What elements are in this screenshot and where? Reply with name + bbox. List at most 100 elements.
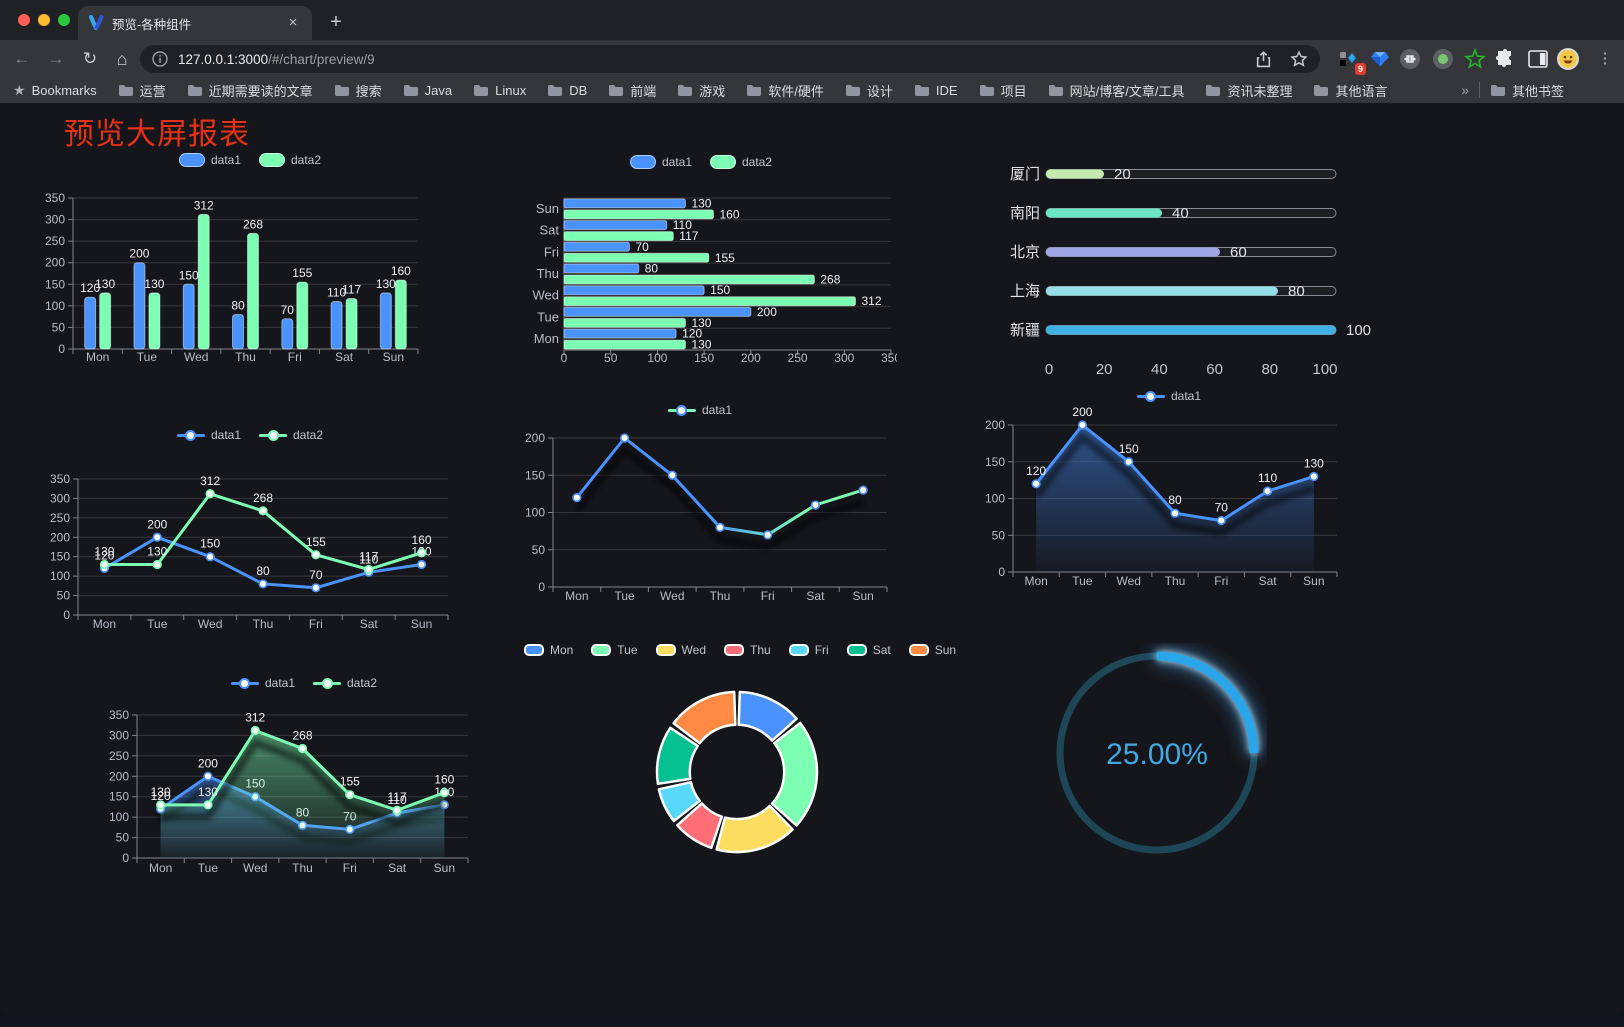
legend-item[interactable]: data2 — [710, 155, 772, 169]
svg-text:Sat: Sat — [360, 617, 379, 631]
bookmark-star-icon[interactable] — [1290, 50, 1308, 68]
extension-recorder-icon[interactable] — [1431, 47, 1455, 71]
legend-item[interactable]: data2 — [313, 676, 377, 690]
bookmark-folder[interactable]: 其他语言 — [1313, 81, 1387, 100]
gradient-line-chart[interactable]: data1 0 50 100 150 200 Mon Tue Wed Thu Fri Sat Sun — [505, 400, 895, 610]
svg-text:120: 120 — [682, 327, 702, 341]
bookmark-folder[interactable]: 设计 — [845, 81, 893, 100]
svg-text:Sun: Sun — [383, 350, 404, 364]
progress-canvas[interactable]: 厦门 20 南阳 40 北京 60 上海 80 新疆 100 0 20 40 60 80 100 — [1000, 150, 1380, 390]
bookmark-folder[interactable]: 搜索 — [334, 81, 382, 100]
extension-tampermonkey-icon[interactable]: 9 — [1336, 47, 1366, 75]
legend-item[interactable]: Mon — [523, 643, 573, 657]
bookmark-folder[interactable]: IDE — [914, 83, 958, 98]
legend-swatch — [629, 155, 656, 169]
new-tab-button[interactable]: + — [330, 11, 342, 33]
svg-text:150: 150 — [50, 550, 70, 564]
legend-item[interactable]: data1 — [1136, 389, 1201, 403]
site-info-icon[interactable] — [152, 51, 168, 67]
area-dual-canvas[interactable]: 0 50 100 150 200 250 300 350 Mon Tue Wed Thu Fri Sat S… — [100, 693, 508, 885]
legend-item[interactable]: data1 — [176, 428, 241, 442]
grouped-bar-chart[interactable]: data1 data2 0 50 100 150 200 250 300 350 Mon Tue Wed… — [40, 150, 460, 365]
legend-item[interactable]: data1 — [629, 155, 692, 169]
bookmark-folder[interactable]: Java — [403, 83, 452, 98]
legend-label: Sun — [934, 643, 957, 657]
svg-text:Mon: Mon — [86, 350, 109, 364]
svg-text:110: 110 — [1258, 471, 1277, 485]
bookmarks-overflow-icon[interactable]: » — [1461, 82, 1469, 98]
svg-text:Wed: Wed — [533, 288, 560, 303]
svg-text:Sun: Sun — [411, 617, 432, 631]
dual-line-chart[interactable]: data1 data2 0 50 100 150 200 250 300 350 Mon Tue Wed… — [40, 425, 460, 640]
bookmark-folder[interactable]: 软件/硬件 — [746, 81, 824, 100]
legend-item[interactable]: data1 — [178, 153, 241, 167]
svg-text:Tue: Tue — [537, 309, 559, 324]
forward-icon[interactable]: → — [47, 49, 65, 68]
bookmark-folder[interactable]: 运营 — [118, 81, 166, 100]
svg-text:Tue: Tue — [614, 589, 635, 603]
bookmark-folder[interactable]: Linux — [473, 83, 526, 98]
legend-item[interactable]: Tue — [591, 643, 638, 657]
gauge-chart[interactable]: 25.00% — [1047, 643, 1267, 863]
horizontal-bar-chart[interactable]: data1 data2 0 50 100 150 200 250 300 350 Sun 130 160… — [505, 152, 897, 368]
reload-icon[interactable]: ↻ — [82, 49, 98, 68]
donut-chart[interactable]: Mon Tue Wed Thu Fri Sat Sun — [523, 640, 956, 890]
svg-text:Tue: Tue — [137, 350, 158, 364]
minimize-window-button[interactable] — [38, 14, 50, 26]
extension-green-star-icon[interactable] — [1463, 47, 1487, 71]
browser-tab[interactable]: 预览-各种组件 × — [78, 6, 312, 40]
gauge-canvas[interactable]: 25.00% — [1047, 643, 1267, 863]
close-window-button[interactable] — [18, 14, 30, 26]
folder-icon — [474, 84, 489, 96]
legend-item[interactable]: Thu — [724, 643, 771, 657]
bookmark-folder[interactable]: 网站/博客/文章/工具 — [1048, 81, 1184, 100]
profile-avatar[interactable] — [1556, 47, 1580, 71]
svg-text:350: 350 — [45, 191, 65, 205]
legend-item[interactable]: data2 — [259, 153, 321, 167]
side-panel-icon[interactable] — [1526, 47, 1550, 71]
donut-canvas[interactable] — [540, 660, 940, 888]
bookmark-folder[interactable]: 项目 — [979, 81, 1027, 100]
line-gradient-canvas[interactable]: 0 50 100 150 200 Mon Tue Wed Thu Fri Sat Sun — [505, 420, 895, 610]
legend-item[interactable]: Fri — [788, 643, 829, 657]
bookmark-folder[interactable]: 资讯未整理 — [1205, 81, 1292, 100]
browser-menu-icon[interactable]: ⋮ — [1597, 50, 1613, 67]
svg-text:100: 100 — [647, 351, 667, 365]
legend-item[interactable]: data2 — [259, 428, 323, 442]
share-icon[interactable] — [1255, 50, 1272, 68]
legend-item[interactable]: data1 — [667, 403, 732, 417]
extension-command-icon[interactable] — [1398, 47, 1422, 71]
bookmark-folder[interactable]: 游戏 — [677, 81, 725, 100]
tab-close-icon[interactable]: × — [288, 14, 298, 31]
other-bookmarks[interactable]: 其他书签 — [1490, 81, 1564, 100]
progress-bar-chart[interactable]: 厦门 20 南阳 40 北京 60 上海 80 新疆 100 0 20 40 60 80 100 — [1000, 150, 1380, 390]
svg-text:Thu: Thu — [253, 617, 274, 631]
svg-text:Thu: Thu — [235, 350, 256, 364]
bookmark-folder[interactable]: DB — [547, 83, 587, 98]
address-bar[interactable]: 127.0.0.1:3000/#/chart/preview/9 — [140, 45, 1320, 73]
single-area-line-chart[interactable]: data1 0 50 100 150 200 Mon Tue Wed Thu Fri Sat Sun 12… — [985, 386, 1353, 598]
line-area-canvas[interactable]: 0 50 100 150 200 Mon Tue Wed Thu Fri Sat Sun 120 200 1… — [985, 406, 1353, 598]
url-text[interactable]: 127.0.0.1:3000/#/chart/preview/9 — [178, 52, 1237, 67]
bar-grouped-canvas[interactable]: 0 50 100 150 200 250 300 350 Mon Tue Wed Thu Fri Sat S… — [40, 170, 460, 365]
bookmarks-manager[interactable]: ★ Bookmarks — [13, 82, 97, 99]
legend-item[interactable]: Wed — [655, 643, 706, 657]
extensions-puzzle-icon[interactable] — [1493, 47, 1517, 71]
line-dual-canvas[interactable]: 0 50 100 150 200 250 300 350 Mon Tue Wed Thu Fri Sat S… — [40, 445, 460, 638]
svg-text:南阳: 南阳 — [1010, 205, 1040, 222]
dual-area-chart[interactable]: data1 data2 0 50 100 150 200 250 300 350 Mon Tue Wed… — [100, 673, 508, 887]
extension-gem-icon[interactable] — [1368, 47, 1392, 71]
bookmark-folder[interactable]: 近期需要读的文章 — [187, 81, 313, 100]
svg-text:155: 155 — [306, 535, 326, 549]
legend-item[interactable]: data1 — [230, 676, 295, 690]
home-icon[interactable]: ⌂ — [116, 49, 128, 69]
svg-text:100: 100 — [50, 569, 70, 583]
legend-item[interactable]: Sun — [908, 643, 957, 657]
maximize-window-button[interactable] — [58, 14, 70, 26]
back-icon[interactable]: ← — [13, 49, 31, 68]
svg-text:120: 120 — [1026, 464, 1046, 478]
legend-label: data2 — [742, 155, 773, 169]
bookmark-folder[interactable]: 前端 — [608, 81, 656, 100]
legend-item[interactable]: Sat — [846, 643, 891, 657]
